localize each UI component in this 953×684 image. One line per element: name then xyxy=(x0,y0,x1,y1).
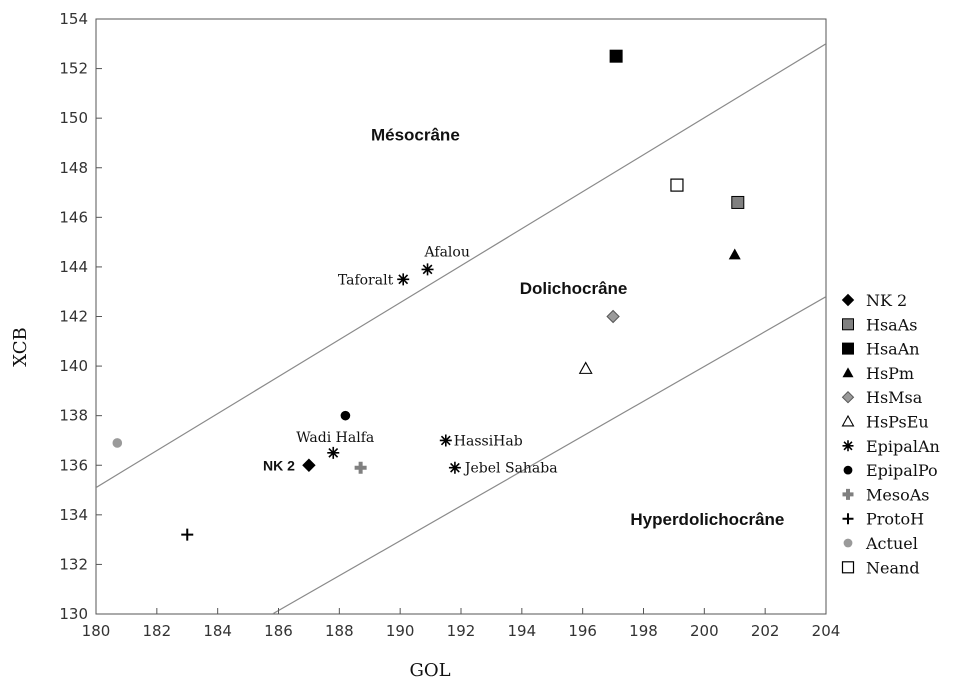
legend-item: HsMsa xyxy=(841,388,923,407)
x-tick-label: 198 xyxy=(629,622,658,640)
point-neand xyxy=(670,178,684,192)
x-tick-label: 184 xyxy=(203,622,232,640)
point-labels: NK 2 Taforalt Afalou Wadi Halfa HassiHab Jebe… xyxy=(263,244,558,476)
legend-item: EpipalPo xyxy=(843,461,938,480)
region-label: Hyperdolichocrâne xyxy=(630,510,784,529)
legend-label: HsMsa xyxy=(866,388,923,407)
legend-label: HsPm xyxy=(866,364,914,383)
legend-label: EpipalPo xyxy=(866,461,938,480)
legend-label: ProtoH xyxy=(866,510,924,529)
point-hspm xyxy=(728,248,741,260)
region-label: Mésocrâne xyxy=(371,125,460,144)
legend-label: MesoAs xyxy=(866,485,929,504)
legend-label: HsaAn xyxy=(866,340,920,359)
y-tick-label: 148 xyxy=(59,159,88,177)
legend-marker xyxy=(842,318,854,331)
legend-marker xyxy=(842,342,854,355)
point-label: Wadi Halfa xyxy=(296,430,374,446)
y-tick-label: 134 xyxy=(59,506,88,524)
legend-label: Actuel xyxy=(865,534,918,553)
legend-item: ProtoH xyxy=(842,510,924,529)
data-points xyxy=(112,49,745,541)
x-tick-label: 186 xyxy=(264,622,293,640)
y-tick-label: 154 xyxy=(59,10,88,28)
x-axis-ticks: 180 182 184 186 188 190 192 194 196 198 200 202 204 xyxy=(82,608,841,640)
legend-item: EpipalAn xyxy=(842,437,940,456)
boundary-line-1 xyxy=(96,43,826,489)
x-axis-title: GOL xyxy=(409,660,450,681)
y-tick-label: 130 xyxy=(59,605,88,623)
y-axis-title: XCB xyxy=(10,327,31,367)
x-tick-label: 202 xyxy=(751,622,780,640)
x-tick-label: 182 xyxy=(143,622,172,640)
legend-label: HsPsEu xyxy=(866,413,929,432)
x-tick-label: 204 xyxy=(812,622,841,640)
y-tick-label: 144 xyxy=(59,258,88,276)
legend-item: NK 2 xyxy=(841,291,907,310)
point-hsmsa xyxy=(606,309,620,324)
legend-marker xyxy=(842,513,854,525)
point-actuel xyxy=(112,438,123,448)
legend-label: NK 2 xyxy=(866,291,907,310)
point-hsaas xyxy=(731,195,745,209)
legend-item: HsaAs xyxy=(842,315,917,334)
y-tick-label: 146 xyxy=(59,208,88,226)
y-tick-label: 150 xyxy=(59,109,88,127)
legend-item: Neand xyxy=(841,558,920,577)
point-epipalan xyxy=(448,461,461,474)
legend-marker xyxy=(843,465,853,475)
point-label: HassiHab xyxy=(454,433,523,449)
legend: NK 2 HsaAs HsaAn HsPm HsMsa HsPsEu EpipalAn Epi… xyxy=(841,291,940,577)
boundary-lines xyxy=(96,43,826,614)
boundary-line-2 xyxy=(272,296,826,614)
point-hspseu xyxy=(578,361,593,374)
legend-marker xyxy=(843,538,853,548)
legend-item: Actuel xyxy=(843,534,918,553)
x-tick-label: 200 xyxy=(690,622,719,640)
y-tick-label: 140 xyxy=(59,357,88,375)
y-tick-label: 136 xyxy=(59,456,88,474)
region-labels: Mésocrâne Dolichocrâne Hyperdolichocrâne xyxy=(371,125,784,528)
x-tick-label: 188 xyxy=(325,622,354,640)
x-tick-label: 190 xyxy=(386,622,415,640)
legend-marker xyxy=(842,440,854,452)
legend-label: Neand xyxy=(866,558,920,577)
x-tick-label: 192 xyxy=(447,622,476,640)
legend-marker xyxy=(841,293,855,307)
legend-item: HsPsEu xyxy=(841,413,929,432)
point-label: Jebel Sahaba xyxy=(463,461,558,477)
point-hsaan xyxy=(609,49,623,63)
x-tick-label: 196 xyxy=(568,622,597,640)
legend-marker xyxy=(841,561,855,574)
y-axis-ticks: 130 132 134 136 138 140 142 144 146 148 150 152 154 xyxy=(59,10,102,623)
point-label: NK 2 xyxy=(263,457,295,473)
legend-label: HsaAs xyxy=(866,315,917,334)
y-tick-label: 142 xyxy=(59,308,88,326)
legend-label: EpipalAn xyxy=(866,437,940,456)
point-epipalan xyxy=(439,434,452,447)
region-label: Dolichocrâne xyxy=(520,279,628,298)
y-tick-label: 152 xyxy=(59,60,88,78)
y-tick-label: 132 xyxy=(59,555,88,573)
y-tick-label: 138 xyxy=(59,407,88,425)
point-epipalan xyxy=(397,273,410,286)
legend-marker xyxy=(842,367,854,378)
legend-marker xyxy=(841,390,855,404)
legend-item: HsaAn xyxy=(842,340,920,359)
point-label: Taforalt xyxy=(338,272,394,288)
legend-marker xyxy=(841,414,855,427)
point-epipalpo xyxy=(340,410,351,421)
x-tick-label: 180 xyxy=(82,622,111,640)
legend-marker xyxy=(842,488,854,500)
legend-item: HsPm xyxy=(842,364,914,383)
point-mesoas xyxy=(354,461,367,474)
point-label: Afalou xyxy=(424,244,470,260)
x-tick-label: 194 xyxy=(508,622,537,640)
legend-item: MesoAs xyxy=(842,485,929,504)
point-nk-2 xyxy=(302,458,316,472)
point-epipalan xyxy=(421,263,434,276)
point-epipalan xyxy=(327,446,340,459)
point-protoh xyxy=(181,528,194,541)
